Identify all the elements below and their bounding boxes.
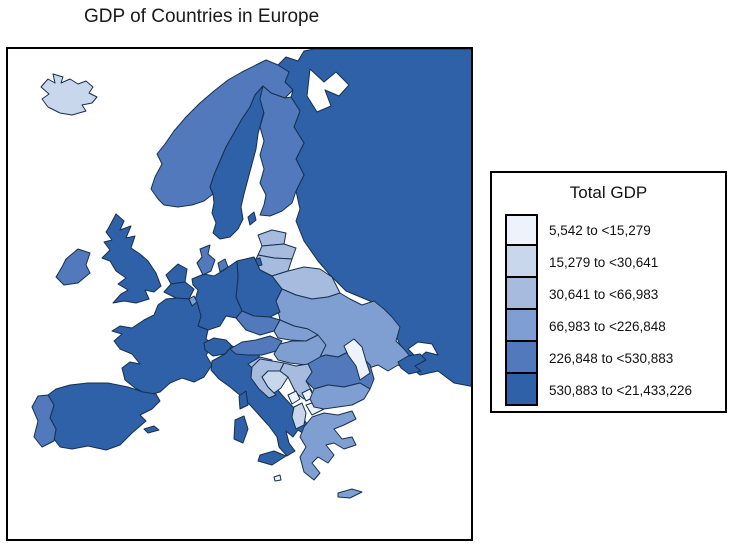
- country-shape-belgium: Belgium: [163, 281, 195, 300]
- europe-choropleth-map: RussiaWhite SeaSea of AzovNorwaySwedenGo…: [31, 49, 471, 499]
- country-shape-sweden: Sweden: [209, 85, 267, 240]
- country-shape-gotland: Gotland (Sweden): [247, 211, 257, 226]
- legend-label-2: 15,279 to <30,641: [549, 254, 659, 270]
- legend-label-3: 30,641 to <66,983: [549, 286, 659, 302]
- legend-swatch-3: [505, 276, 538, 310]
- country-shape-ireland: Ireland: [55, 248, 91, 286]
- legend-row-2: 15,279 to <30,641: [505, 244, 725, 278]
- country-shape-montenegro: Montenegro: [287, 390, 301, 405]
- legend-row-1: 5,542 to <15,279: [505, 214, 725, 246]
- country-shape-crete: Crete (Greece): [337, 488, 363, 499]
- country-shape-hungary: Hungary: [273, 334, 327, 366]
- country-shape-france: France: [111, 297, 215, 396]
- country-shape-malta: Malta: [273, 474, 282, 482]
- legend-title: Total GDP: [569, 183, 648, 202]
- country-shape-austria: Austria: [229, 335, 283, 356]
- legend-label-5: 226,848 to <530,883: [549, 350, 674, 366]
- country-shape-balearic-islands: Balearic Islands (Spain): [143, 425, 160, 434]
- legend-label-6: 530,883 to <21,433,226: [549, 382, 693, 398]
- country-shape-netherlands: Netherlands: [165, 263, 188, 285]
- country-shape-serbia: Serbia: [279, 362, 313, 400]
- legend-swatch-6: [505, 372, 538, 406]
- legend-box: Total GDP 5,542 to <15,279 15,279 to <30,…: [490, 171, 727, 413]
- country-shape-spain: Spain: [47, 382, 161, 451]
- map-frame: RussiaWhite SeaSea of AzovNorwaySwedenGo…: [6, 47, 473, 541]
- legend-rows: 5,542 to <15,279 15,279 to <30,641 30,641 …: [505, 214, 725, 406]
- legend-label-1: 5,542 to <15,279: [549, 222, 651, 238]
- country-shape-greece: Greece: [299, 410, 357, 481]
- country-shape-sicily: Sicily (Italy): [257, 450, 287, 466]
- country-shape-moldova: Moldova: [343, 338, 371, 381]
- country-shape-portugal: Portugal: [31, 394, 57, 448]
- country-shape-bulgaria: Bulgaria: [309, 382, 371, 410]
- country-shape-united-kingdom: United Kingdom: [101, 213, 162, 304]
- country-shape-iceland: Iceland: [40, 73, 98, 116]
- legend-label-4: 66,983 to <226,848: [549, 318, 666, 334]
- legend-row-5: 226,848 to <530,883: [505, 340, 725, 374]
- legend-row-4: 66,983 to <226,848: [505, 308, 725, 342]
- country-shape-white-sea: White Sea: [306, 68, 350, 113]
- country-shape-bosnia-and-herzegovina: Bosnia and Herzegovina: [261, 370, 289, 394]
- legend-row-3: 30,641 to <66,983: [505, 276, 725, 310]
- country-shape-sardinia: Sardinia (Italy): [233, 415, 249, 444]
- country-shape-denmark-zealand: Zealand (Denmark): [217, 258, 229, 273]
- country-shape-denmark: Denmark: [196, 244, 216, 276]
- legend-swatch-1: [505, 214, 538, 246]
- legend-swatch-5: [505, 340, 538, 374]
- legend-swatch-2: [505, 244, 538, 278]
- chart-title: GDP of Countries in Europe: [84, 6, 320, 27]
- country-shape-corsica: Corsica (France): [238, 390, 249, 410]
- legend-swatch-4: [505, 308, 538, 342]
- country-shape-albania: Albania: [291, 402, 307, 430]
- country-shape-finland: Finland: [259, 85, 305, 217]
- country-shape-estonia: Estonia: [257, 229, 287, 247]
- legend-row-6: 530,883 to <21,433,226: [505, 372, 725, 406]
- country-shape-crimea: Crimea (Russia): [397, 353, 427, 375]
